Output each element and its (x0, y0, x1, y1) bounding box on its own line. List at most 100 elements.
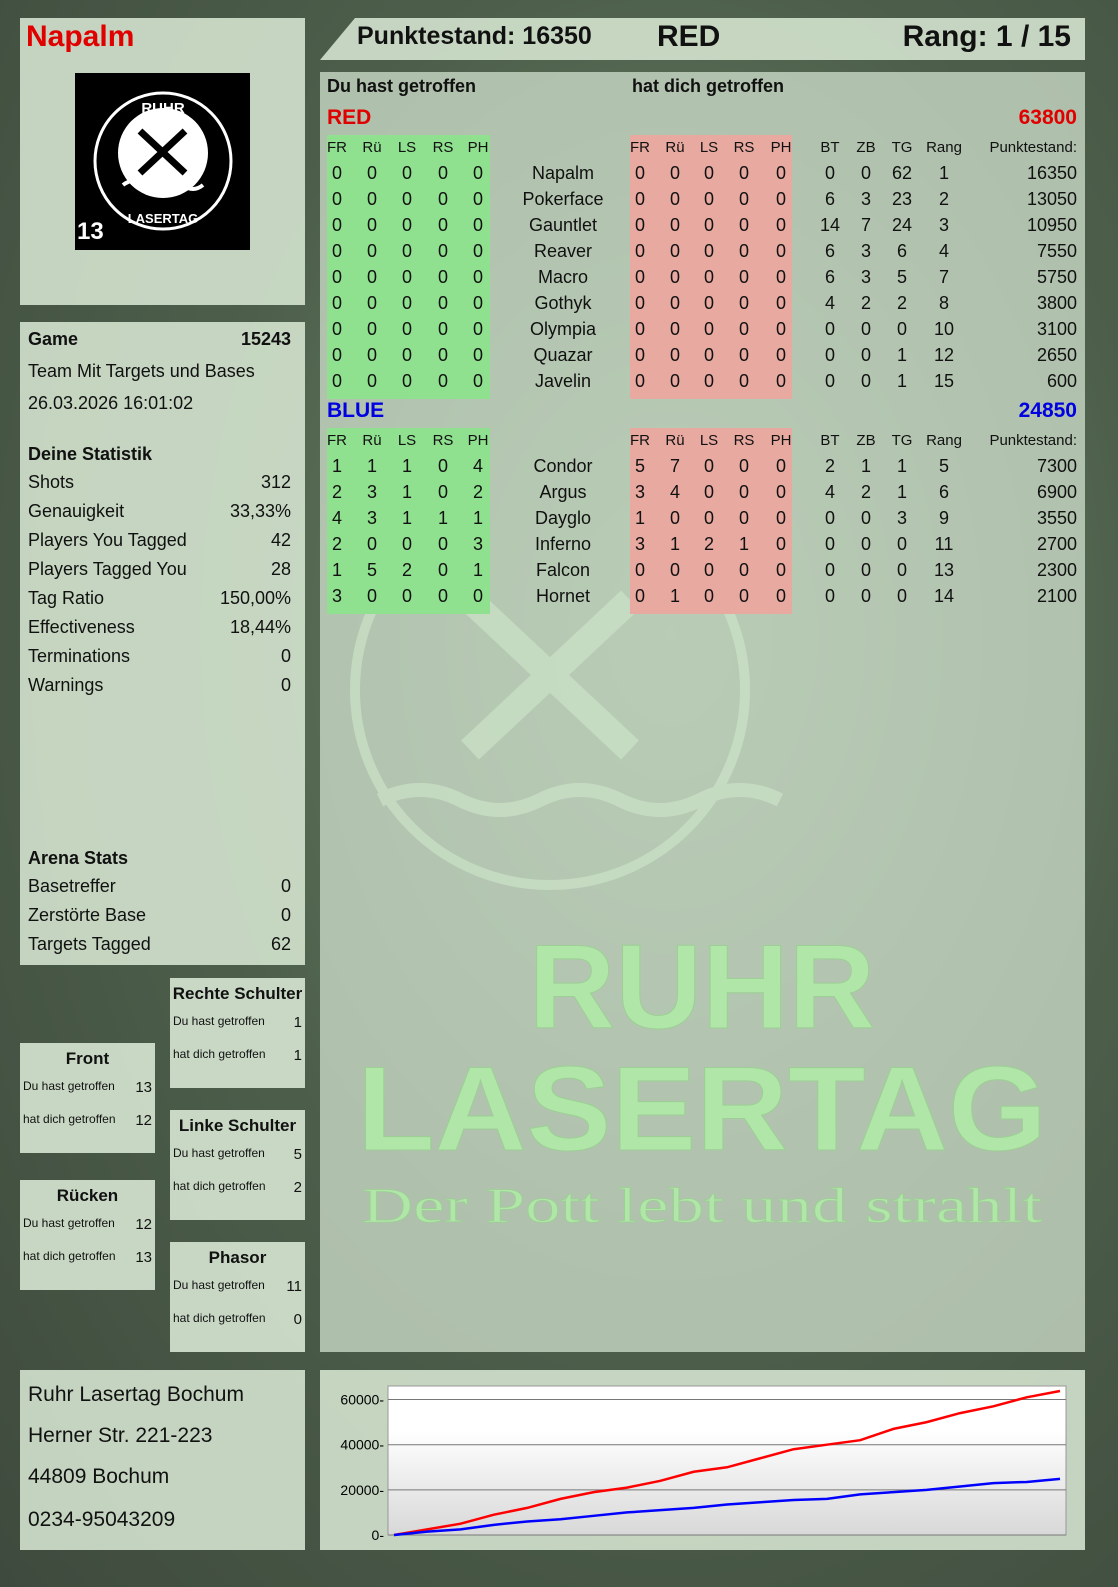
header-rank: Rang: 1 / 15 (902, 20, 1071, 53)
hit-you-cell: 0 (738, 163, 749, 183)
you-hit-cell: 0 (366, 267, 377, 287)
hit-you-cell: 0 (738, 586, 749, 606)
team-name: BLUE (327, 399, 385, 422)
stat-cell: 0 (824, 586, 835, 606)
you-hit-cell: 0 (366, 345, 377, 365)
hit-you-cell: 1 (634, 508, 645, 528)
you-hit-cell: 0 (437, 345, 448, 365)
zone-got-label: hat dich getroffen (173, 1047, 266, 1061)
stat-cell: 6 (896, 241, 907, 261)
you-hit-cell: 0 (437, 163, 448, 183)
column-header: PH (467, 139, 489, 156)
player-name: Reaver (533, 241, 593, 261)
hit-you-cell: 0 (738, 456, 749, 476)
game-row: Game 15243 (28, 329, 291, 350)
hit-you-cell: 3 (634, 482, 645, 502)
zone-hit-label: Du hast getroffen (173, 1146, 265, 1160)
column-header: PH (770, 432, 792, 449)
you-hit-cell: 0 (472, 586, 483, 606)
you-hit-block (327, 428, 490, 614)
you-hit-cell: 1 (401, 508, 412, 528)
series-line-0 (393, 1389, 1061, 1537)
hit-you-cell: 0 (775, 293, 786, 313)
you-hit-cell: 0 (401, 267, 412, 287)
you-hit-cell: 0 (331, 215, 342, 235)
column-header: RS (733, 139, 755, 156)
you-hit-cell: 0 (366, 293, 377, 313)
hit-you-cell: 0 (738, 371, 749, 391)
column-header: RS (733, 432, 755, 449)
player-name: Dayglo (534, 508, 592, 528)
address-panel: Ruhr Lasertag Bochum Herner Str. 221-223… (20, 1370, 305, 1550)
zone-hit-value: 11 (286, 1278, 302, 1295)
column-header: BT (820, 139, 840, 156)
hit-you-cell: 0 (634, 293, 645, 313)
hit-you-cell: 0 (703, 371, 714, 391)
you-hit-cell: 0 (437, 267, 448, 287)
player-score: 2650 (1036, 345, 1077, 365)
zone-hit-label: Du hast getroffen (23, 1216, 115, 1230)
hit-you-cell: 1 (669, 586, 680, 606)
hit-you-cell: 0 (703, 293, 714, 313)
you-hit-cell: 0 (366, 163, 377, 183)
you-hit-cell: 2 (401, 560, 412, 580)
hit-you-cell: 0 (634, 163, 645, 183)
zone-hit-value: 1 (293, 1014, 302, 1031)
zone-got-row: hat dich getroffen 1 (170, 1047, 305, 1064)
hit-zone-box: Phasor Du hast getroffen 11 hat dich getrof… (170, 1242, 305, 1352)
zone-got-value: 0 (293, 1311, 302, 1328)
zone-got-row: hat dich getroffen 0 (170, 1311, 305, 1328)
game-id: 15243 (240, 329, 291, 349)
hit-you-cell: 0 (703, 319, 714, 339)
stat-cell: 0 (860, 345, 871, 365)
zone-hit-row: Du hast getroffen 1 (170, 1014, 305, 1031)
zone-title: Front (65, 1049, 110, 1068)
player-name: Gothyk (534, 293, 592, 313)
you-hit-cell: 0 (472, 189, 483, 209)
hit-you-cell: 0 (703, 163, 714, 183)
stat-cell: 2 (896, 293, 907, 313)
hit-zone-box: Rechte Schulter Du hast getroffen 1 hat dic… (170, 978, 305, 1088)
arena-label: Basetreffer (28, 876, 116, 896)
column-header: Rü (665, 139, 685, 156)
you-hit-cell: 0 (472, 241, 483, 261)
hit-you-cell: 0 (738, 189, 749, 209)
arena-title: Arena Stats (28, 848, 129, 868)
score-chart: 0- 20000- 40000- 60000- (340, 1385, 1067, 1543)
stat-cell: 9 (938, 508, 949, 528)
stat-cell: 0 (824, 560, 835, 580)
stat-value: 33,33% (229, 501, 291, 521)
stat-cell: 23 (891, 189, 913, 209)
player-name: Argus (539, 482, 587, 502)
hit-you-cell: 4 (669, 482, 680, 502)
stat-row: Effectiveness 18,44% (28, 617, 291, 638)
you-hit-cell: 0 (366, 319, 377, 339)
column-header: LS (699, 432, 719, 449)
stat-cell: 2 (938, 189, 949, 209)
you-hit-cell: 1 (472, 560, 483, 580)
address-line: 44809 Bochum (28, 1465, 170, 1488)
y-tick-label: 40000- (340, 1437, 384, 1453)
stat-cell: 0 (896, 560, 907, 580)
zone-got-row: hat dich getroffen 2 (170, 1179, 305, 1196)
column-header: TG (891, 432, 913, 449)
stat-cell: 24 (891, 215, 913, 235)
zone-hit-value: 12 (135, 1216, 152, 1233)
you-hit-cell: 0 (331, 163, 342, 183)
you-hit-cell: 0 (366, 189, 377, 209)
player-score: 7300 (1036, 456, 1077, 476)
game-label: Game (28, 329, 79, 349)
player-score: 13050 (1026, 189, 1077, 209)
you-hit-cell: 1 (401, 482, 412, 502)
zone-hit-label: Du hast getroffen (23, 1079, 115, 1093)
game-datetime-row: 26.03.2026 16:01:02 (28, 393, 291, 414)
hit-you-cell: 0 (738, 345, 749, 365)
zone-hit-row: Du hast getroffen 11 (170, 1278, 305, 1295)
hit-you-cell: 0 (669, 163, 680, 183)
stat-value: 0 (280, 675, 291, 695)
column-header: BT (820, 432, 840, 449)
hit-you-cell: 0 (669, 189, 680, 209)
game-datetime: 26.03.2026 16:01:02 (28, 393, 194, 413)
stat-row: Players Tagged You 28 (28, 559, 291, 580)
arena-label: Targets Tagged (28, 934, 151, 954)
